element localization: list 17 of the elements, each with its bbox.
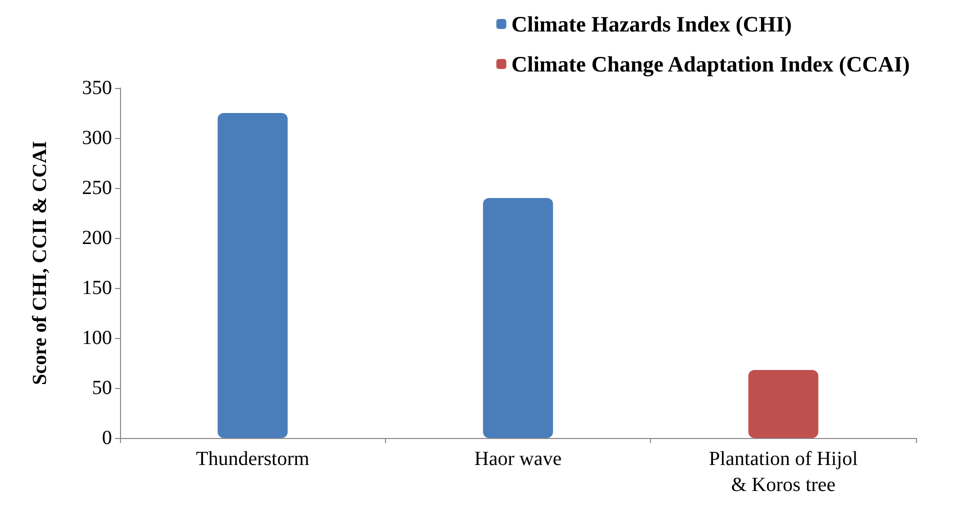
legend-label: Climate Hazards Index (CHI) bbox=[511, 12, 792, 36]
x-tick-label: Thunderstorm bbox=[196, 448, 310, 470]
y-tick-label: 300 bbox=[82, 127, 112, 149]
x-tick-label: Plantation of Hijol & Koros tree bbox=[708, 448, 858, 496]
y-tick-label: 350 bbox=[82, 77, 112, 99]
y-tick-label: 150 bbox=[82, 277, 112, 299]
x-tick-label: Haor wave bbox=[474, 448, 562, 470]
bar bbox=[748, 370, 818, 438]
y-tick-label: 200 bbox=[82, 227, 112, 249]
y-tick-label: 0 bbox=[102, 427, 112, 449]
y-tick-label: 100 bbox=[82, 327, 112, 349]
y-tick-label: 250 bbox=[82, 177, 112, 199]
y-axis-title: Score of CHI, CCII & CCAI bbox=[29, 140, 51, 386]
y-tick-label: 50 bbox=[92, 377, 112, 399]
bar bbox=[218, 113, 288, 438]
bar bbox=[483, 198, 553, 438]
legend-label: Climate Change Adaptation Index (CCAI) bbox=[511, 52, 910, 76]
